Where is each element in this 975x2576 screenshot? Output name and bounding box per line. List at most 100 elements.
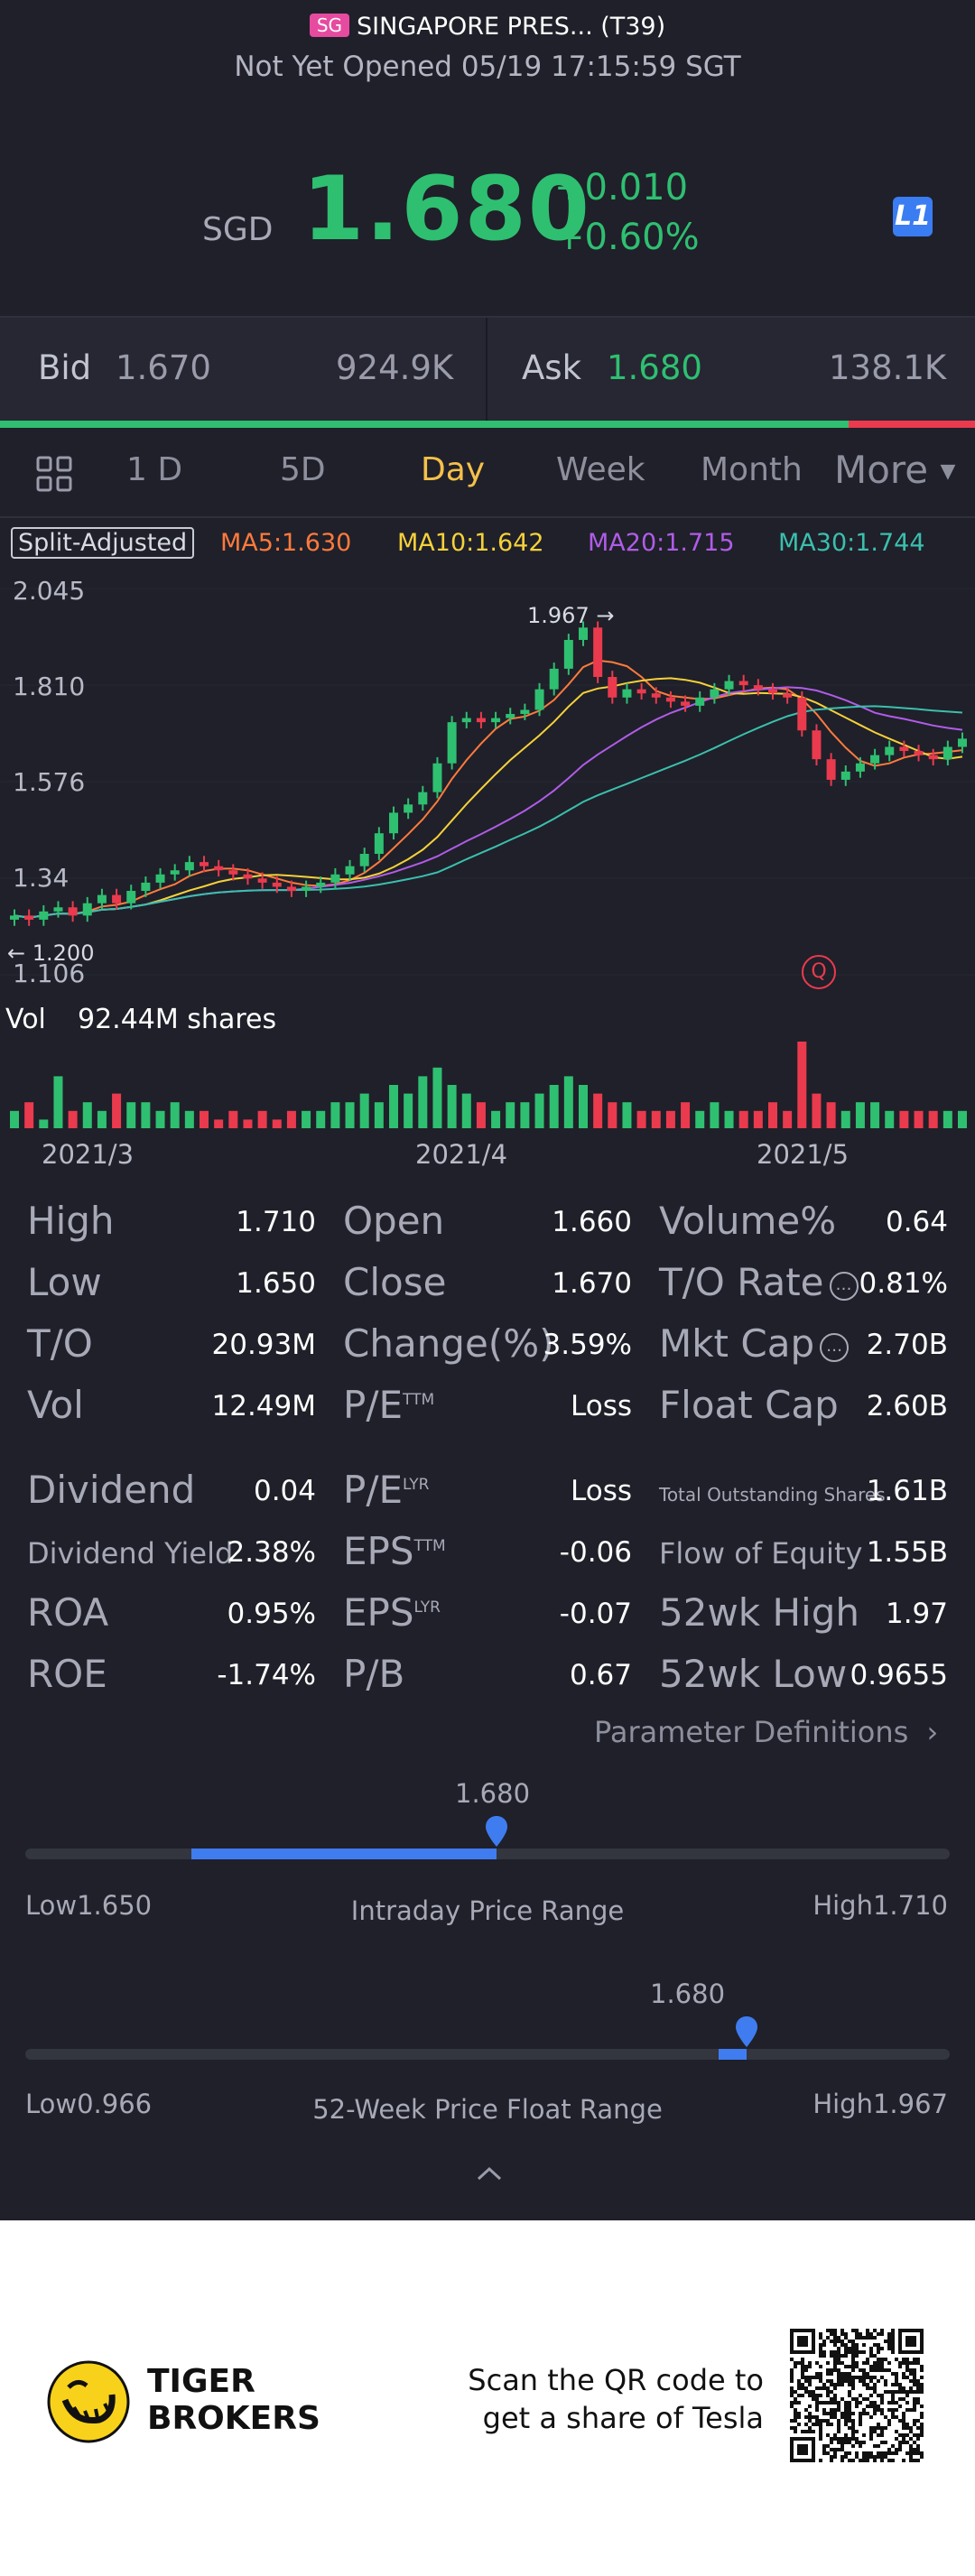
stat-value: 1.670 [552,1267,632,1300]
stat-value: 0.64 [885,1206,948,1238]
candle-body [549,668,559,690]
week52-range-fill [719,2049,747,2060]
chevron-right-icon: › [926,1715,939,1749]
info-icon[interactable]: … [820,1333,850,1362]
ask-depth-bar [849,421,975,428]
ma20-value: MA20:1.715 [588,529,735,557]
candle-body [97,894,107,903]
volume-bar [68,1110,78,1128]
candle-body [272,882,282,887]
chevron-up-icon[interactable] [476,2164,503,2182]
scan-line: Scan the QR code to [468,2363,764,2397]
candle-body [228,870,238,875]
volume-bar [520,1102,530,1128]
tab-5d[interactable]: 5D [280,451,326,488]
volume-bar [170,1102,180,1128]
candle-body [10,915,19,920]
market-status: Not Yet Opened 05/19 17:15:59 SGT [234,51,741,83]
stat-label: ROE [27,1652,107,1696]
split-adjusted-toggle[interactable]: Split-Adjusted [11,527,195,559]
candle-body [855,763,865,772]
tab-more[interactable]: More ▼ [834,448,955,492]
volume-bar [622,1102,632,1128]
stat-label: ROA [27,1590,108,1635]
volume-bar [534,1093,544,1128]
stat-label: Vol [27,1383,84,1427]
volume-bar [257,1110,267,1128]
parameter-definitions-link[interactable]: Parameter Definitions › [594,1715,938,1749]
volume-bar [461,1093,471,1128]
candle-body [942,746,952,760]
candle-body [651,693,661,698]
candle-body [257,878,267,883]
stat-value: 0.67 [569,1659,632,1691]
volume-bar [899,1110,909,1128]
intraday-range-title: Intraday Price Range [350,1895,625,1926]
tab-week[interactable]: Week [556,451,645,488]
candle-body [404,804,413,813]
stat-label-text: P/E [343,1383,404,1427]
stat-label: Dividend Yield [27,1536,233,1571]
candle-body [330,874,340,883]
high-annotation-value: 1.967 [527,603,590,628]
volume-bar [942,1110,952,1128]
stat-label: Float Cap [659,1383,839,1427]
stat-value: 0.95% [227,1598,316,1630]
candle-body [506,714,515,718]
candle-body [200,862,209,866]
price-chart[interactable] [0,569,975,993]
stat-label-text: P/E [343,1468,404,1512]
stat-value: 0.9655 [850,1659,948,1691]
tab-month[interactable]: Month [701,451,803,488]
candle-body [345,866,355,875]
candle-body [432,763,442,792]
candle-body [39,911,49,920]
ma5-value: MA5:1.630 [220,529,352,557]
scan-text: Scan the QR code to get a share of Tesla [397,2361,764,2437]
stat-label: 52wk Low [659,1652,847,1696]
stat-label-text: Open [343,1199,445,1243]
y-tick-label: 1.106 [13,959,86,988]
bid-label: Bid [38,348,92,387]
candle-body [885,746,895,755]
volume-bar [272,1119,282,1128]
stat-label-text: Flow of Equity [659,1536,863,1571]
stat-label: P/ELYR [343,1468,429,1512]
volume-bar [39,1119,49,1128]
volume-bar [783,1110,793,1128]
volume-bar [53,1076,63,1128]
stat-value: 1.660 [552,1206,632,1238]
stat-value: 2.70B [866,1329,948,1361]
volume-bar [112,1093,122,1128]
candle-body [783,693,793,698]
stat-label: EPSLYR [343,1590,441,1635]
volume-bar [958,1110,967,1128]
candle-body [243,874,253,879]
candle-body [389,812,398,834]
volume-bar [491,1110,501,1128]
stat-label: T/O Rate… [659,1260,859,1304]
info-icon[interactable]: … [829,1272,859,1301]
tab-day[interactable]: Day [421,451,486,488]
candle-body [286,886,296,892]
candle-body [534,689,544,710]
week52-range-track [25,2049,950,2060]
volume-bar [840,1110,850,1128]
brand-name: TIGER BROKERS [147,2363,320,2437]
level1-badge-icon[interactable]: L1 [893,197,933,236]
stat-label: Volume% [659,1199,836,1243]
event-marker-icon[interactable]: Q [802,955,836,989]
stat-label: High [27,1199,115,1243]
volume-bar [10,1110,19,1128]
candle-body [870,755,880,764]
candle-body [68,907,78,916]
ma10-value: MA10:1.642 [397,529,544,557]
caret-down-icon: ▼ [940,460,956,483]
grid-icon[interactable] [36,456,72,492]
candle-body [563,639,573,669]
volume-chart[interactable] [0,1038,975,1130]
volume-bar [97,1110,107,1128]
candle-body [928,755,938,760]
tab-1d[interactable]: 1 D [126,451,183,488]
qr-code[interactable] [790,2329,924,2462]
